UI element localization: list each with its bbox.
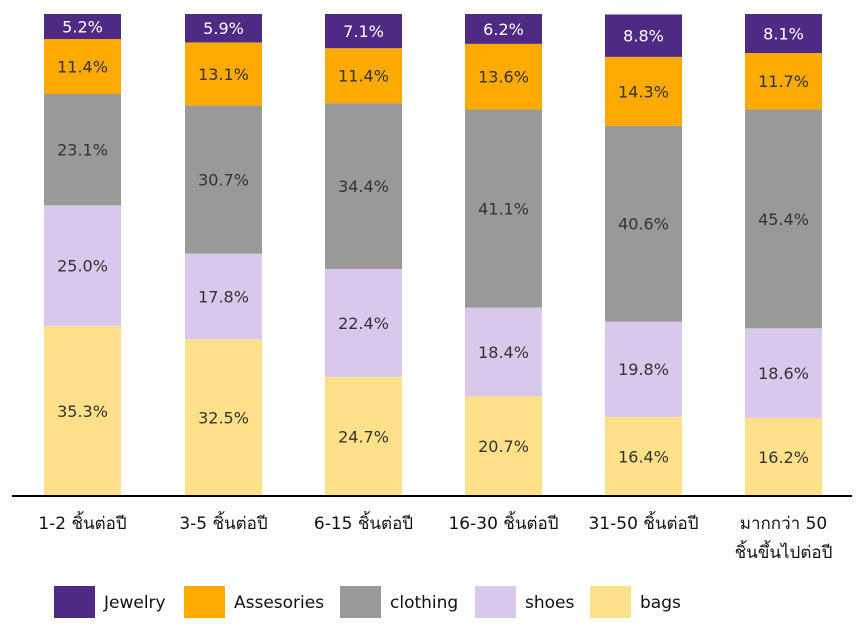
legend-label-clothing: clothing [390, 593, 458, 613]
data-label-jewelry-2: 7.1% [343, 22, 384, 41]
x-tick-label-0: 1-2 ชิ้นต่อปี [38, 511, 126, 534]
bar-segment-jewelry-3 [465, 14, 542, 44]
data-label-bags-2: 24.7% [338, 427, 389, 446]
bar-segment-bags-5 [745, 417, 822, 496]
legend-swatch-jewelry [54, 586, 95, 618]
data-label-shoes-1: 17.8% [198, 287, 249, 306]
data-label-shoes-5: 18.6% [758, 364, 809, 383]
bar-segment-clothing-3 [465, 109, 542, 308]
bar-segment-assesories-3 [465, 43, 542, 110]
data-label-jewelry-4: 8.8% [623, 27, 664, 46]
bar-segment-clothing-2 [325, 103, 402, 269]
x-tick-label-5: มากกว่า 50 ชิ้นขึ้นไปต่อปี [735, 514, 833, 563]
data-label-bags-1: 32.5% [198, 409, 249, 428]
bar-segment-bags-2 [325, 376, 402, 496]
data-label-bags-5: 16.2% [758, 448, 809, 467]
bar-segment-bags-1 [185, 339, 262, 496]
bar-segment-shoes-3 [465, 307, 542, 397]
legend-swatch-assesories [184, 586, 225, 618]
x-tick-label-3: 16-30 ชิ้นต่อปี [448, 511, 558, 534]
data-label-clothing-2: 34.4% [338, 177, 389, 196]
legend-label-assesories: Assesories [234, 593, 324, 613]
data-label-clothing-5: 45.4% [758, 210, 809, 229]
bar-segment-assesories-4 [605, 56, 682, 126]
legend-label-bags: bags [640, 593, 681, 613]
data-label-shoes-2: 22.4% [338, 314, 389, 333]
bar-segment-assesories-1 [185, 42, 262, 106]
bar-segment-clothing-1 [185, 105, 262, 254]
data-label-shoes-0: 25.0% [57, 257, 108, 276]
data-label-bags-4: 16.4% [618, 447, 669, 466]
data-label-jewelry-1: 5.9% [203, 19, 244, 38]
bar-segment-shoes-0 [44, 205, 121, 326]
legend-swatch-clothing [340, 586, 381, 618]
data-label-assesories-3: 13.6% [478, 68, 529, 87]
legend-label-shoes: shoes [525, 593, 574, 613]
data-label-shoes-3: 18.4% [478, 343, 529, 362]
bar-segment-bags-4 [605, 416, 682, 496]
data-label-assesories-0: 11.4% [57, 58, 108, 77]
bar-segment-assesories-0 [44, 39, 121, 95]
data-label-shoes-4: 19.8% [618, 360, 669, 379]
data-label-assesories-5: 11.7% [758, 72, 809, 91]
data-label-clothing-1: 30.7% [198, 171, 249, 190]
legend-swatch-shoes [475, 586, 516, 618]
data-label-jewelry-5: 8.1% [763, 25, 804, 44]
data-label-assesories-4: 14.3% [618, 82, 669, 101]
bar-segment-jewelry-0 [44, 14, 121, 40]
data-label-clothing-0: 23.1% [57, 141, 108, 160]
bar-segment-jewelry-4 [605, 14, 682, 57]
data-label-assesories-2: 11.4% [338, 67, 389, 86]
bar-segment-shoes-5 [745, 328, 822, 418]
x-tick-label-4: 31-50 ชิ้นต่อปี [588, 511, 698, 534]
bar-segment-clothing-4 [605, 125, 682, 322]
bar-segment-assesories-2 [325, 48, 402, 104]
bar-segment-assesories-5 [745, 53, 822, 110]
bar-segment-jewelry-2 [325, 14, 402, 49]
legend-label-jewelry: Jewelry [103, 593, 166, 613]
data-label-clothing-3: 41.1% [478, 199, 529, 218]
bar-segment-bags-0 [44, 325, 121, 496]
bar-segment-shoes-1 [185, 253, 262, 340]
bar-segment-shoes-4 [605, 321, 682, 417]
bar-segment-jewelry-1 [185, 14, 262, 43]
bar-segment-jewelry-5 [745, 14, 822, 54]
bar-segment-clothing-0 [44, 94, 121, 206]
data-label-jewelry-0: 5.2% [62, 18, 103, 37]
data-label-clothing-4: 40.6% [618, 215, 669, 234]
x-tick-label-2: 6-15 ชิ้นต่อปี [314, 511, 413, 534]
bar-segment-shoes-2 [325, 268, 402, 377]
bar-segment-bags-3 [465, 396, 542, 496]
x-tick-label-1: 3-5 ชิ้นต่อปี [179, 511, 267, 534]
data-label-jewelry-3: 6.2% [483, 20, 524, 39]
bar-segment-clothing-5 [745, 109, 822, 329]
data-label-assesories-1: 13.1% [198, 65, 249, 84]
data-label-bags-0: 35.3% [57, 402, 108, 421]
data-label-bags-3: 20.7% [478, 437, 529, 456]
legend-swatch-bags [590, 586, 631, 618]
